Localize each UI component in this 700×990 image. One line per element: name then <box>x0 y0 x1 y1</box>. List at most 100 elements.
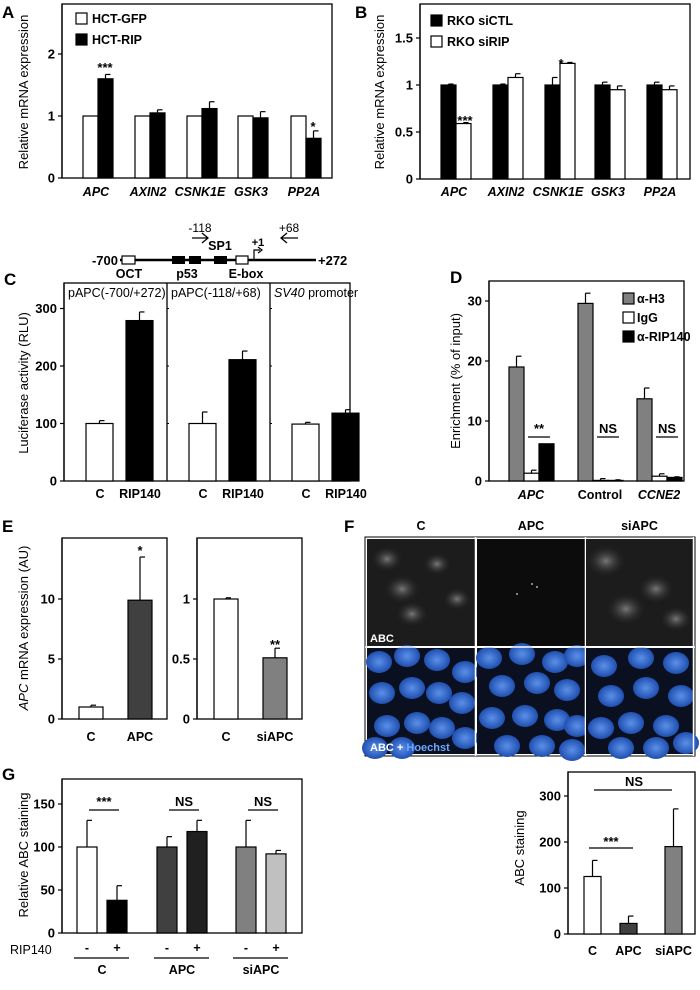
bar-RIP140 <box>331 412 360 482</box>
ebox-label: E-box <box>229 267 264 281</box>
bar-siAPC <box>664 845 683 935</box>
legend-label: RKO siRIP <box>447 35 510 49</box>
panel-e-label: E <box>2 517 13 536</box>
tss-arrow-icon <box>253 249 260 260</box>
significance-mark: NS <box>599 421 617 436</box>
x-category-label: C <box>221 730 230 744</box>
bar-C <box>85 422 114 482</box>
legend-label: α-H3 <box>637 292 665 306</box>
legend-swatch <box>622 292 635 305</box>
x-category-label: PP2A <box>644 185 677 199</box>
y-tick-label: 100 <box>33 840 55 855</box>
panel-f-label: F <box>344 517 354 536</box>
bar-RKO siRIP <box>507 76 524 180</box>
y-axis-label: Relative mRNA expression <box>16 15 31 170</box>
y-tick-label: 0 <box>50 474 57 489</box>
microscopy-column-label: APC <box>518 519 544 533</box>
y-tick-label: 1.5 <box>395 31 413 46</box>
bar-RKO siRIP <box>609 89 626 180</box>
significance-mark: * <box>137 543 143 558</box>
rip140-sign: + <box>113 941 120 955</box>
x-category-label: APC <box>615 944 641 958</box>
microscopy-column-label: siAPC <box>621 519 658 533</box>
sp1-label: SP1 <box>208 239 232 253</box>
legend-label: HCT-GFP <box>92 12 147 26</box>
y-tick-label: 1 <box>183 592 190 607</box>
sp1-element <box>214 256 227 264</box>
significance-mark: * <box>310 119 316 134</box>
merge-channel-label: ABC + Hoechst <box>370 742 450 754</box>
x-category-label: APC <box>440 185 468 199</box>
bar-APC <box>619 922 638 935</box>
y-tick-label: 100 <box>539 881 561 896</box>
rip140-row-label: RIP140 <box>10 943 52 957</box>
y-axis-label: ABC staining <box>512 810 527 885</box>
bar-HCT-GFP <box>290 115 307 179</box>
subpanel-title: pAPC(-118/+68) <box>171 286 261 300</box>
microscopy-column-label: C <box>416 519 425 533</box>
bar-HCT-GFP <box>186 115 203 179</box>
x-category-label: siAPC <box>655 944 692 958</box>
x-category-label: C <box>95 487 104 501</box>
panel-a-label: A <box>2 3 14 22</box>
y-tick-label: 300 <box>539 789 561 804</box>
y-tick-label: 0 <box>554 927 561 942</box>
x-category-label: C <box>301 487 310 501</box>
bar-siAPC+ <box>265 853 287 934</box>
promoter-diagram: -700 +272 OCT p53 SP1 E-box +1 -118 +68 <box>92 221 347 281</box>
bar-RKO siCTL <box>440 84 457 180</box>
x-category-label: C <box>86 730 95 744</box>
bar-HCT-RIP <box>305 137 322 179</box>
bar-HCT-GFP <box>237 115 254 179</box>
rip140-sign: + <box>193 941 200 955</box>
x-category-label: RIP140 <box>222 487 264 501</box>
rip140-sign: - <box>85 941 89 955</box>
y-axis-label: Relative ABC staining <box>16 792 31 917</box>
y-axis-label: Relative mRNA expression <box>372 15 387 170</box>
panel-f-quant-chart: 0 100 200 300 ABC staining C APC siAPC *** NS <box>512 771 696 958</box>
bar-APC- <box>156 846 178 934</box>
bar-RKO siCTL <box>544 84 561 180</box>
y-tick-label: 0.5 <box>172 652 190 667</box>
bar-α-H3 <box>577 302 594 482</box>
subpanel-title: SV40 promoter <box>274 286 358 300</box>
primer-fwd-label: -118 <box>188 221 211 235</box>
bar-IgG <box>523 472 540 482</box>
primer-rev-label: +68 <box>279 221 300 235</box>
abc-image <box>477 539 585 646</box>
legend-label: HCT-RIP <box>92 33 142 47</box>
x-category-label: RIP140 <box>325 487 367 501</box>
significance-mark: NS <box>254 794 272 809</box>
y-tick-label: 0.5 <box>395 125 413 140</box>
bar-C <box>583 875 602 935</box>
x-category-label: CSNK1E <box>533 185 584 199</box>
significance-mark: *** <box>96 794 112 809</box>
group-label: APC <box>169 963 195 977</box>
legend-label: RKO siCTL <box>447 14 513 28</box>
y-tick-label: 0 <box>406 172 413 187</box>
y-axis-label: APC mRNA expression (AU) <box>16 546 31 712</box>
bar-RKO siRIP <box>455 122 472 180</box>
bar-HCT-RIP <box>201 107 218 179</box>
y-tick-label: 10 <box>41 592 55 607</box>
bar-α-H3 <box>636 398 653 482</box>
x-category-label: C <box>198 487 207 501</box>
bar-RKO siCTL <box>492 84 509 180</box>
y-tick-label: 150 <box>33 797 55 812</box>
promoter-end-label: +272 <box>318 253 347 268</box>
panel-g-label: G <box>2 765 15 784</box>
bar-APC <box>127 599 153 720</box>
significance-mark: ** <box>270 637 281 652</box>
bar-RKO siCTL <box>594 84 611 180</box>
legend-swatch <box>430 35 443 48</box>
bar-RIP140 <box>125 319 154 482</box>
p53-element-2 <box>189 256 201 264</box>
panel-b-chart: 0 0.5 1 1.5 Relative mRNA expression APC AXIN2… <box>372 3 691 199</box>
legend-swatch <box>75 33 88 46</box>
y-tick-label: 10 <box>468 414 482 429</box>
rip140-sign: - <box>165 941 169 955</box>
p53-element-1 <box>172 256 185 264</box>
reverse-primer-arrow-icon <box>279 232 298 244</box>
